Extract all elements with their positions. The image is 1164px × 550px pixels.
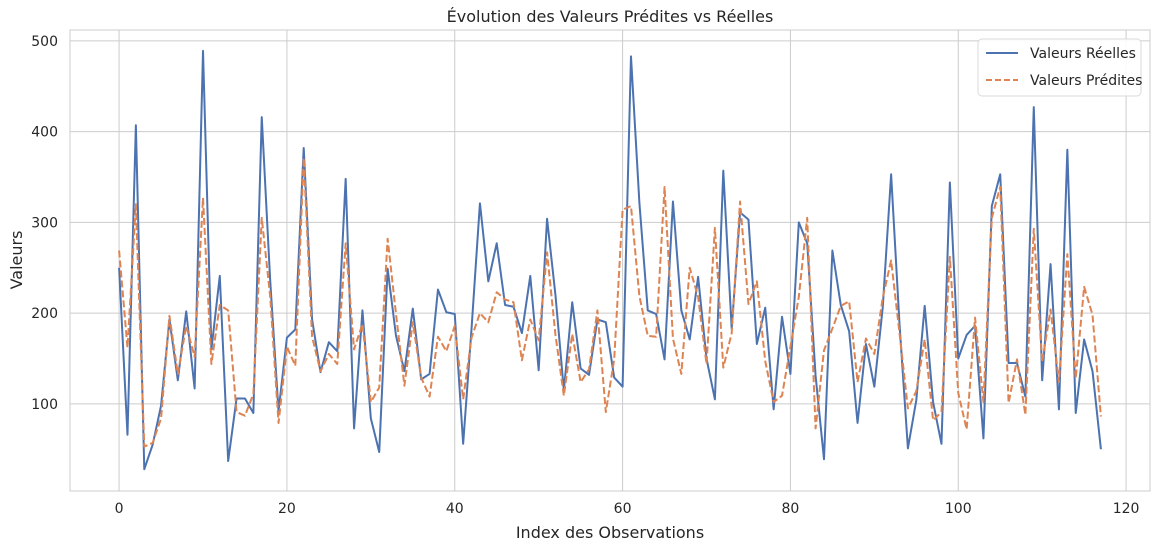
legend-box — [977, 38, 1142, 97]
x-tick-labels: 0 20 40 60 80 100 120 — [115, 501, 1140, 517]
x-tick-label: 40 — [446, 501, 464, 517]
x-tick-label: 20 — [278, 501, 296, 517]
legend-label-real: Valeurs Réelles — [1030, 46, 1136, 62]
y-axis-label: Valeurs — [7, 231, 26, 290]
x-tick-label: 0 — [115, 501, 124, 517]
x-tick-label: 120 — [1113, 501, 1140, 517]
y-tick-label: 400 — [31, 125, 58, 141]
x-tick-label: 80 — [782, 501, 800, 517]
plot-area — [69, 29, 1151, 492]
legend: Valeurs Réelles Valeurs Prédites — [977, 38, 1142, 97]
chart-title: Évolution des Valeurs Prédites vs Réelle… — [447, 7, 774, 26]
x-axis-label: Index des Observations — [516, 523, 704, 542]
x-tick-label: 60 — [614, 501, 632, 517]
series-lines — [118, 49, 1102, 471]
y-tick-label: 100 — [31, 397, 58, 413]
y-tick-label: 500 — [31, 34, 58, 50]
y-tick-label: 300 — [31, 215, 58, 231]
y-tick-label: 200 — [31, 306, 58, 322]
grid-lines — [70, 30, 1150, 491]
y-tick-labels: 100 200 300 400 500 — [31, 34, 58, 413]
series-line-predicted — [118, 156, 1102, 448]
series-line-real — [118, 49, 1102, 471]
legend-label-predicted: Valeurs Prédites — [1030, 73, 1142, 89]
x-tick-label: 100 — [945, 501, 972, 517]
